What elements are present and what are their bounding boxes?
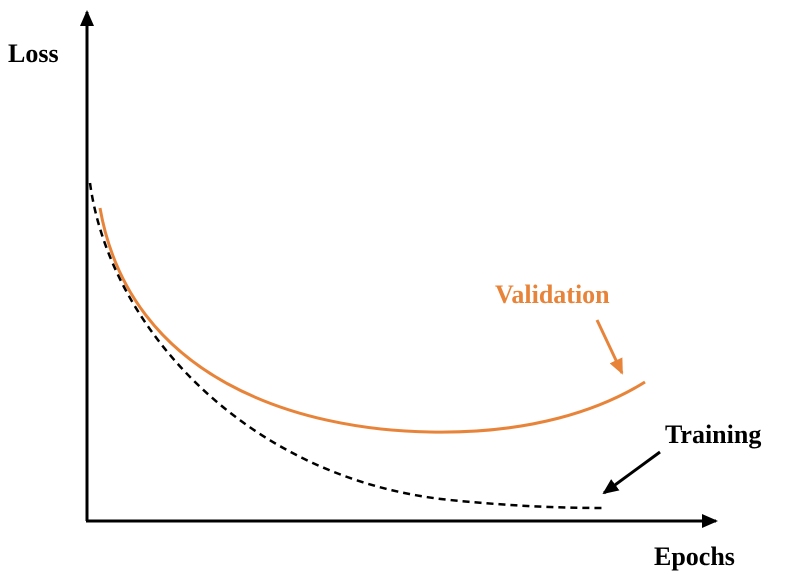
x-axis-label: Epochs (654, 542, 735, 571)
validation-label: Validation (495, 280, 610, 309)
training-arrow (602, 450, 661, 495)
training-label: Training (665, 420, 761, 449)
validation-curve (98, 207, 646, 434)
y-axis-label: Loss (8, 39, 59, 68)
validation-arrow (595, 319, 624, 375)
training-curve (88, 182, 606, 510)
